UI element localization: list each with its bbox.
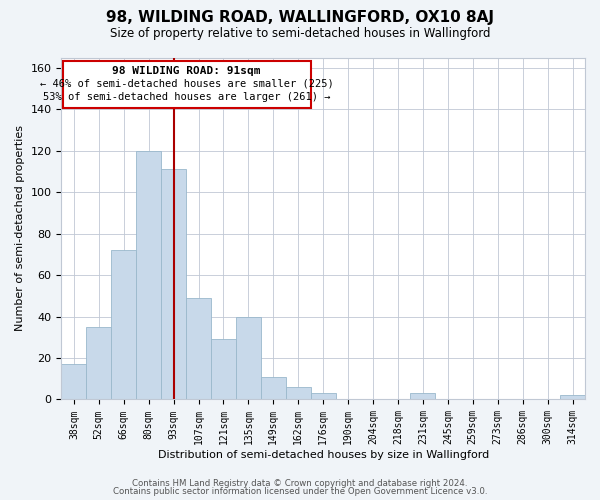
Bar	[111, 250, 136, 400]
Bar	[560, 396, 585, 400]
Bar	[311, 394, 335, 400]
Bar	[161, 170, 186, 400]
FancyBboxPatch shape	[62, 60, 311, 108]
Text: 98 WILDING ROAD: 91sqm: 98 WILDING ROAD: 91sqm	[112, 66, 261, 76]
Bar	[136, 151, 161, 400]
Bar	[61, 364, 86, 400]
Text: Contains public sector information licensed under the Open Government Licence v3: Contains public sector information licen…	[113, 487, 487, 496]
Text: Size of property relative to semi-detached houses in Wallingford: Size of property relative to semi-detach…	[110, 28, 490, 40]
Text: Contains HM Land Registry data © Crown copyright and database right 2024.: Contains HM Land Registry data © Crown c…	[132, 478, 468, 488]
Bar	[236, 316, 261, 400]
Bar	[211, 340, 236, 400]
Y-axis label: Number of semi-detached properties: Number of semi-detached properties	[15, 126, 25, 332]
Bar	[286, 387, 311, 400]
Bar	[186, 298, 211, 400]
Text: 53% of semi-detached houses are larger (261) →: 53% of semi-detached houses are larger (…	[43, 92, 331, 102]
Bar	[261, 376, 286, 400]
X-axis label: Distribution of semi-detached houses by size in Wallingford: Distribution of semi-detached houses by …	[158, 450, 489, 460]
Text: 98, WILDING ROAD, WALLINGFORD, OX10 8AJ: 98, WILDING ROAD, WALLINGFORD, OX10 8AJ	[106, 10, 494, 25]
Text: ← 46% of semi-detached houses are smaller (225): ← 46% of semi-detached houses are smalle…	[40, 78, 334, 88]
Bar	[410, 394, 436, 400]
Bar	[86, 327, 111, 400]
